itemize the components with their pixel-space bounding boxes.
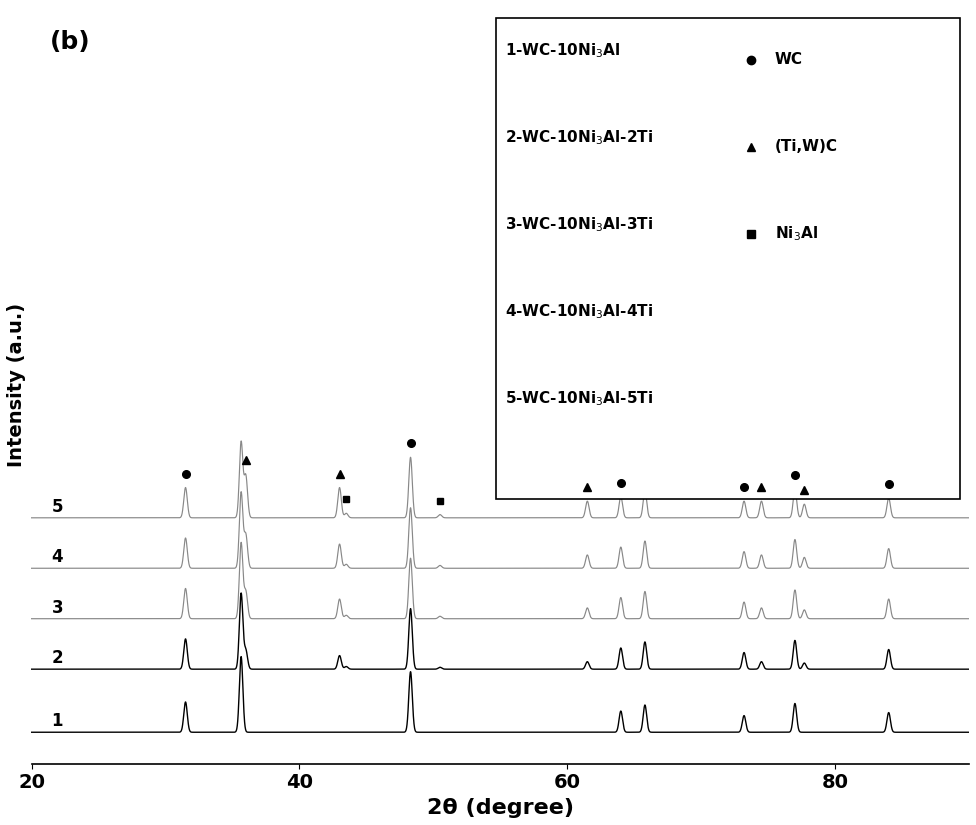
Text: 2-WC-10Ni$_3$Al-2Ti: 2-WC-10Ni$_3$Al-2Ti (505, 128, 653, 147)
Text: (Ti,W)C: (Ti,W)C (775, 139, 838, 154)
Y-axis label: Intensity (a.u.): Intensity (a.u.) (7, 304, 26, 468)
Text: 1: 1 (52, 712, 63, 730)
Text: 3: 3 (52, 599, 63, 617)
Text: 3-WC-10Ni$_3$Al-3Ti: 3-WC-10Ni$_3$Al-3Ti (505, 215, 653, 233)
Text: 2: 2 (52, 649, 63, 667)
Bar (496, 18, 959, 499)
Text: Ni$_3$Al: Ni$_3$Al (775, 224, 818, 243)
Text: WC: WC (775, 53, 803, 68)
Text: 4-WC-10Ni$_3$Al-4Ti: 4-WC-10Ni$_3$Al-4Ti (505, 302, 653, 321)
Text: (b): (b) (50, 30, 91, 54)
Text: 1-WC-10Ni$_3$Al: 1-WC-10Ni$_3$Al (505, 41, 621, 59)
Text: 4: 4 (52, 549, 63, 567)
Text: 5-WC-10Ni$_3$Al-5Ti: 5-WC-10Ni$_3$Al-5Ti (505, 389, 653, 408)
X-axis label: 2θ (degree): 2θ (degree) (427, 798, 574, 818)
Text: 5: 5 (52, 498, 63, 516)
